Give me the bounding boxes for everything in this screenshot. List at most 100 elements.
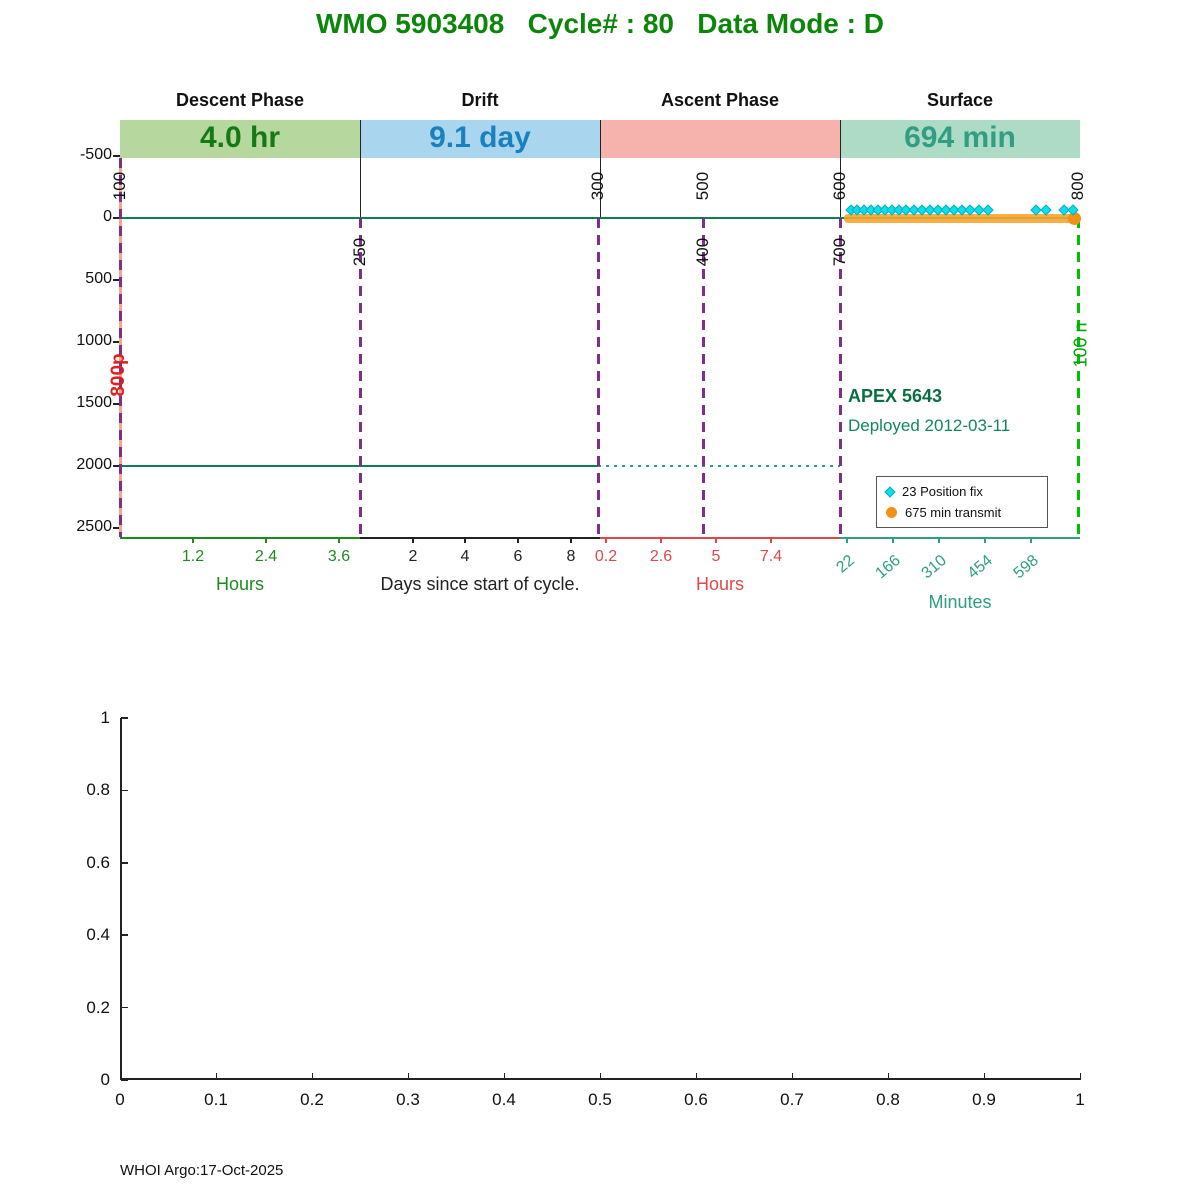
bottom-x-tick-label: 0.8: [876, 1090, 900, 1109]
transmit-bar: [844, 214, 1080, 223]
x-tick-mark: [412, 537, 414, 543]
legend-transmit-label: 675 min transmit: [905, 505, 1002, 520]
y-tick-mark: [113, 155, 120, 157]
bottom-y-tick-label: 0.4: [86, 925, 110, 945]
pressure-marker-line: [701, 218, 705, 537]
bottom-y-tick-mark: [120, 862, 128, 864]
x-tick-mark: [517, 537, 519, 543]
x-tick-label: 7.4: [759, 548, 783, 565]
pressure-marker-line: [118, 158, 122, 537]
phase-header: Ascent Phase: [660, 90, 780, 110]
x-tick-mark: [605, 537, 607, 543]
x-axis-spine: [360, 537, 600, 539]
y-tick-mark: [113, 527, 120, 529]
bottom-x-tick-label: 0.1: [204, 1090, 228, 1109]
x-tick-label: 6: [513, 548, 523, 565]
x-tick-label: 454: [964, 552, 996, 583]
x-tick-mark: [464, 537, 466, 543]
x-axis-spine: [840, 537, 1080, 539]
bottom-y-tick-mark: [120, 1006, 128, 1009]
bottom-x-tick-mark: [407, 1073, 409, 1080]
x-tick-mark: [984, 537, 986, 543]
x-tick-mark: [192, 537, 194, 543]
bottom-y-tick-label: 0.8: [86, 780, 110, 800]
deployed-date-label: Deployed 2012-03-11: [848, 416, 1011, 435]
x-tick-label: 2.4: [254, 548, 278, 565]
bottom-y-tick-mark: [120, 934, 128, 936]
bottom-x-tick-label: 0.7: [780, 1090, 804, 1109]
bottom-y-tick-label: 1: [100, 708, 110, 727]
x-tick-mark: [570, 537, 572, 543]
phase-band: [600, 120, 840, 158]
y-tick-label: 2500: [76, 518, 112, 535]
x-tick-label: 4: [460, 548, 470, 565]
surface-end-line: [1076, 218, 1080, 537]
pressure-marker-label: 300: [588, 171, 607, 201]
pressure-marker-line: [838, 218, 842, 537]
position-fix-diamond-icon: [884, 485, 896, 498]
x-tick-mark: [846, 537, 848, 543]
x-axis-label: Minutes: [928, 592, 992, 612]
depth-line-0: [120, 217, 1080, 219]
bottom-x-tick-label: 0.3: [396, 1090, 420, 1109]
phase-band: [120, 120, 360, 158]
phase-band: [840, 120, 1080, 158]
y-tick-mark: [113, 465, 120, 467]
depth-line-2000: [598, 465, 840, 467]
legend: 23 Position fix 675 min transmit: [876, 476, 1048, 528]
phase-separator-line: [599, 120, 601, 218]
x-tick-mark: [660, 537, 662, 543]
bottom-y-tick-mark: [120, 717, 128, 719]
phase-separator-line: [839, 120, 841, 218]
x-tick-label: 2: [408, 548, 418, 565]
x-tick-mark: [715, 537, 717, 543]
pressure-marker-label: 600: [830, 171, 849, 201]
x-tick-label: 1.2: [181, 548, 205, 565]
y-tick-label: -500: [79, 146, 112, 163]
phase-duration-label: 9.1 day: [429, 121, 531, 154]
pressure-marker-line: [596, 218, 600, 537]
bottom-x-tick-mark: [695, 1073, 697, 1080]
legend-transmit-row: 675 min transmit: [886, 505, 1038, 520]
bottom-y-tick-label: 0: [100, 1070, 110, 1089]
pressure-marker-line: [358, 218, 362, 537]
phase-separator-line: [359, 120, 361, 218]
bottom-y-tick-mark: [120, 1079, 128, 1081]
bottom-x-tick-label: 0.2: [300, 1090, 324, 1109]
float-model-label: APEX 5643: [848, 386, 943, 406]
x-tick-label: 2.6: [649, 548, 673, 565]
transmit-circle-icon: [886, 507, 897, 518]
x-tick-label: 0.2: [594, 548, 618, 565]
y-tick-label: 1000: [76, 332, 112, 349]
bottom-x-tick-mark: [215, 1073, 217, 1080]
bottom-x-tick-label: 0.5: [588, 1090, 612, 1109]
phase-duration-label: 694 min: [904, 121, 1016, 154]
y-tick-label: 2000: [76, 456, 112, 473]
pressure-marker-label: 800: [1068, 171, 1087, 201]
x-axis-spine: [600, 537, 840, 539]
bottom-x-tick-mark: [983, 1073, 985, 1080]
phase-header: Surface: [926, 90, 994, 110]
x-axis-label: Hours: [215, 574, 264, 594]
transmit-end-marker: [1068, 212, 1081, 225]
x-tick-label: 166: [872, 552, 904, 583]
x-axis-spine: [120, 537, 360, 539]
surface-line-label: 100 n: [1070, 322, 1091, 368]
bottom-x-tick-mark: [503, 1073, 505, 1080]
park-pressure-label: 800p: [108, 353, 129, 397]
footer-text: WHOI Argo:17-Oct-2025: [120, 1162, 284, 1179]
bottom-x-tick-mark: [791, 1073, 793, 1080]
x-tick-mark: [770, 537, 772, 543]
x-tick-mark: [892, 537, 894, 543]
x-tick-mark: [1030, 537, 1032, 543]
pressure-marker-label: 100: [110, 171, 129, 201]
x-axis-label: Days since start of cycle.: [380, 574, 580, 594]
pressure-marker-label: 700: [830, 237, 849, 267]
bottom-x-tick-label: 0: [115, 1090, 125, 1109]
phase-duration-label: 4.0 hr: [199, 121, 281, 154]
pressure-marker-label: 250: [350, 237, 369, 267]
pressure-marker-label: 500: [693, 171, 712, 201]
pressure-marker-label: 400: [693, 237, 712, 267]
y-tick-label: 1500: [76, 394, 112, 411]
